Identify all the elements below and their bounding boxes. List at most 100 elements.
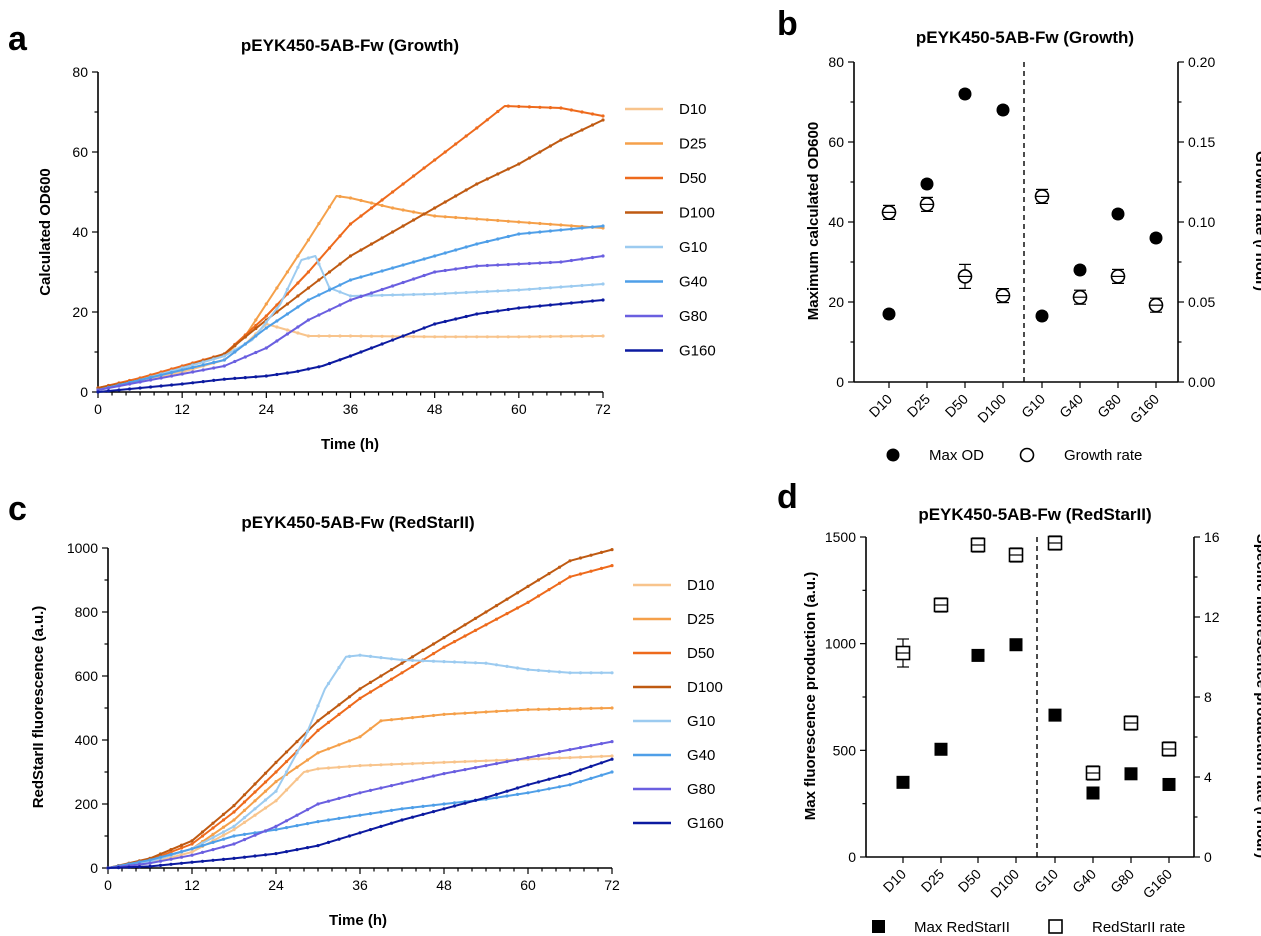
series-point-g80 [485, 263, 489, 268]
series-point-g40 [557, 785, 562, 789]
series-point-g40 [296, 305, 300, 309]
right-tick-label: 4 [1204, 769, 1212, 785]
series-point-d25 [327, 205, 332, 209]
series-point-g40 [179, 850, 184, 854]
x-tick-label: 72 [595, 401, 611, 417]
y-tick-label: 0 [80, 384, 88, 400]
series-point-g40 [242, 832, 247, 837]
series-point-d10 [422, 335, 426, 339]
series-point-d50 [580, 110, 584, 114]
series-point-g10 [484, 661, 488, 665]
series-point-g80 [190, 853, 194, 857]
series-point-d10 [380, 334, 384, 338]
series-point-g160 [264, 374, 268, 378]
series-point-d100 [158, 852, 163, 856]
series-point-g10 [326, 681, 331, 686]
series-point-g80 [443, 268, 447, 273]
series-point-d100 [433, 206, 437, 210]
series-point-g10 [400, 658, 404, 662]
series-point-g80 [368, 788, 373, 793]
series-point-d50 [452, 640, 457, 644]
series-point-d100 [379, 674, 383, 678]
series-point-g160 [368, 828, 373, 832]
series-point-g160 [106, 866, 110, 870]
series-point-g80 [431, 774, 436, 778]
series-point-d10 [590, 334, 595, 338]
series-point-d50 [296, 281, 300, 285]
series-point-d100 [243, 335, 247, 339]
series-point-d25 [359, 198, 363, 203]
panel-a-xlabel: Time (h) [321, 436, 379, 453]
series-point-d50 [485, 118, 489, 122]
series-point-g40 [316, 820, 320, 824]
panel-d-letter: d [777, 478, 798, 516]
series-point-g10 [212, 357, 216, 361]
series-point-g10 [306, 256, 310, 260]
panel-a-title: pEYK450-5AB-Fw (Growth) [241, 36, 459, 55]
series-point-d25 [538, 221, 542, 226]
series-point-g80 [569, 258, 574, 263]
series-point-d25 [326, 747, 331, 751]
series-point-g160 [148, 864, 152, 869]
series-point-g160 [517, 306, 521, 310]
series-point-d10 [527, 335, 532, 339]
series-point-g160 [96, 390, 100, 394]
series-point-g160 [442, 807, 446, 811]
series-point-g40 [347, 815, 352, 819]
series-point-d10 [463, 760, 467, 764]
max-od-point [1111, 207, 1125, 221]
max-redstarii-point [1009, 638, 1023, 652]
series-point-d100 [526, 584, 530, 589]
series-point-g40 [254, 334, 258, 338]
series-point-g80 [295, 813, 299, 817]
series-point-g40 [590, 225, 595, 229]
series-point-d100 [506, 167, 510, 171]
panel-d-legend: Max RedStarII RedStarII rate [872, 919, 1185, 936]
max-redstarii-point [1048, 708, 1062, 722]
category-label-g40: G40 [1069, 866, 1099, 896]
series-point-d50 [443, 150, 447, 154]
series-point-g80 [274, 824, 278, 829]
series-point-g80 [442, 772, 446, 776]
series-point-g80 [496, 263, 500, 267]
series-point-d100 [442, 636, 446, 640]
series-point-d25 [305, 758, 310, 762]
series-point-g160 [221, 857, 226, 862]
x-tick-label: 48 [436, 877, 452, 893]
series-point-g80 [200, 850, 205, 855]
series-point-d100 [327, 270, 332, 274]
series-point-g160 [599, 761, 604, 765]
series-point-g160 [589, 764, 593, 769]
series-point-d25 [410, 716, 415, 720]
max-redstarii-point [934, 742, 948, 756]
series-point-g160 [379, 824, 383, 829]
series-point-g80 [580, 257, 584, 261]
series-point-d50 [412, 174, 416, 178]
left-tick-label: 20 [828, 294, 844, 310]
series-point-d100 [358, 687, 362, 691]
series-point-d25 [317, 221, 321, 226]
series-point-g40 [380, 269, 384, 273]
series-point-d25 [347, 739, 352, 743]
series-point-g160 [400, 818, 404, 822]
series-point-g80 [380, 287, 384, 292]
series-point-g10 [452, 660, 457, 664]
series-point-d10 [274, 799, 278, 803]
series-point-d25 [527, 221, 532, 225]
series-point-g10 [536, 668, 541, 673]
max-redstarii-point [1086, 786, 1100, 800]
panel-d: d pEYK450-5AB-Fw (RedStarII) Max fluores… [777, 478, 1261, 936]
series-point-g160 [348, 354, 353, 358]
series-point-g10 [485, 289, 489, 294]
series-point-g40 [494, 796, 499, 800]
series-point-g80 [316, 802, 320, 806]
series-point-g80 [338, 303, 342, 307]
series-point-g160 [296, 369, 300, 373]
series-point-g160 [242, 855, 247, 859]
series-point-d50 [536, 594, 541, 598]
series-point-d10 [285, 328, 289, 332]
series-point-g40 [580, 226, 584, 230]
series-point-g80 [379, 786, 383, 790]
series-point-g10 [454, 291, 458, 295]
series-point-d10 [368, 763, 373, 767]
